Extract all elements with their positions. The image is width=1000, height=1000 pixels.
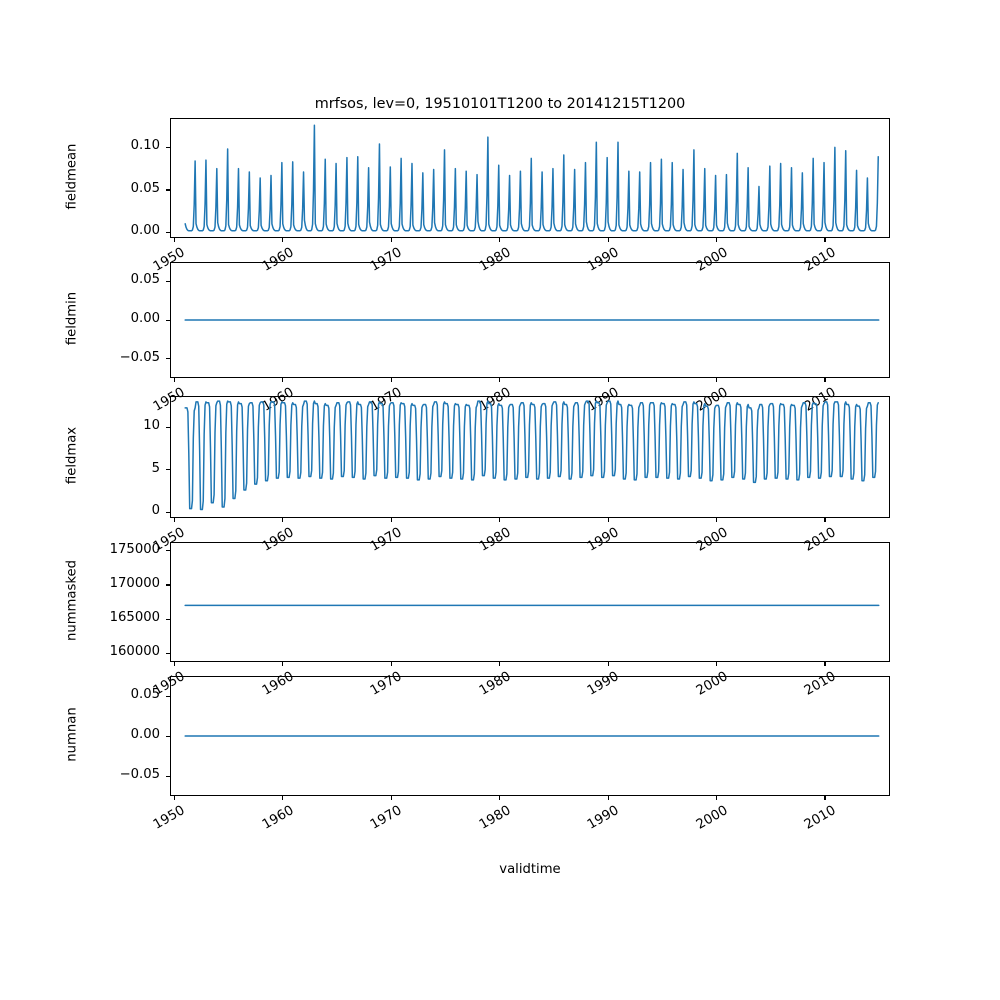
x-tick-mark <box>607 518 609 522</box>
y-tick-label: 160000 <box>109 644 160 660</box>
y-tick-label: 170000 <box>109 575 160 591</box>
y-tick-mark <box>166 469 170 471</box>
y-tick-mark <box>166 280 170 282</box>
x-axis-label: validtime <box>499 862 561 877</box>
x-tick-label: 2010 <box>801 803 839 833</box>
y-tick-mark <box>166 584 170 586</box>
y-tick-label: 5 <box>151 460 160 476</box>
plot-area-fieldmean <box>184 124 879 232</box>
x-tick-mark <box>499 796 501 800</box>
x-tick-mark <box>607 662 609 666</box>
x-tick-mark <box>607 378 609 382</box>
y-tick-label: −0.05 <box>119 767 160 782</box>
x-tick-mark <box>716 378 718 382</box>
y-tick-label: 0.00 <box>130 311 160 326</box>
y-tick-mark <box>166 652 170 654</box>
plot-area-fieldmin <box>184 319 880 321</box>
x-tick-mark <box>390 662 392 666</box>
y-tick-mark <box>166 618 170 620</box>
y-tick-mark <box>166 146 170 148</box>
y-tick-mark <box>166 231 170 234</box>
x-tick-mark <box>390 796 392 800</box>
y-tick-label: 10 <box>143 418 160 434</box>
subplot-numnan <box>170 676 890 796</box>
y-tick-label: 0.05 <box>130 180 160 196</box>
data-line-fieldmax <box>184 400 879 511</box>
x-tick-mark <box>607 238 609 242</box>
x-tick-mark <box>173 238 175 242</box>
x-tick-mark <box>716 238 718 242</box>
x-tick-mark <box>716 662 718 666</box>
x-tick-mark <box>824 796 826 800</box>
x-tick-mark <box>824 238 826 242</box>
y-tick-mark <box>166 319 170 321</box>
y-tick-label: −0.05 <box>119 349 160 365</box>
x-tick-mark <box>499 378 501 382</box>
plot-area-fieldmax <box>184 400 879 511</box>
x-tick-mark <box>390 518 392 522</box>
x-tick-mark <box>173 796 175 800</box>
x-tick-mark <box>282 378 284 382</box>
x-tick-mark <box>824 518 826 522</box>
x-tick-mark <box>716 518 718 522</box>
x-tick-mark <box>282 518 284 522</box>
x-tick-mark <box>716 796 718 800</box>
plot-area-nummasked <box>184 604 880 607</box>
y-tick-label: 0 <box>151 503 160 519</box>
x-tick-mark <box>607 796 609 800</box>
subplot-nummasked <box>170 542 890 662</box>
y-tick-mark <box>166 775 170 777</box>
y-tick-label: 0.05 <box>130 272 160 288</box>
x-tick-mark <box>824 662 826 666</box>
x-tick-mark <box>390 378 392 382</box>
x-tick-mark <box>824 378 826 382</box>
y-tick-mark <box>166 695 170 697</box>
y-tick-mark <box>166 189 170 191</box>
subplot-fieldmax <box>170 396 890 518</box>
x-tick-mark <box>173 662 175 666</box>
x-tick-label: 1980 <box>476 803 514 833</box>
figure-title: mrfsos, lev=0, 19510101T1200 to 20141215… <box>314 96 686 112</box>
y-tick-label: 0.05 <box>130 687 160 702</box>
x-tick-label: 1970 <box>368 803 405 833</box>
y-tick-mark <box>166 358 170 360</box>
x-tick-mark <box>499 662 501 666</box>
y-tick-label: 0.10 <box>130 138 160 154</box>
x-tick-mark <box>282 238 284 242</box>
x-tick-mark <box>173 518 175 522</box>
x-tick-mark <box>390 238 392 242</box>
y-tick-label: 175000 <box>109 541 160 557</box>
data-line-fieldmean <box>184 124 879 232</box>
subplot-fieldmin <box>170 262 890 378</box>
y-tick-mark <box>166 426 170 428</box>
y-tick-label: 165000 <box>109 610 160 626</box>
x-tick-mark <box>282 796 284 800</box>
subplot-fieldmean <box>170 118 890 238</box>
x-tick-mark <box>173 378 175 382</box>
y-tick-mark <box>166 550 170 552</box>
x-tick-label: 1950 <box>151 803 188 833</box>
y-tick-mark <box>166 511 170 513</box>
x-tick-label: 1960 <box>259 803 297 833</box>
x-tick-label: 1990 <box>584 803 622 833</box>
x-tick-mark <box>499 238 501 242</box>
x-tick-mark <box>499 518 501 522</box>
y-tick-mark <box>166 735 170 737</box>
y-tick-label: 0.00 <box>130 727 160 742</box>
x-tick-mark <box>282 662 284 666</box>
y-tick-label: 0.00 <box>130 223 160 239</box>
plot-area-numnan <box>184 735 880 737</box>
x-tick-label: 2000 <box>693 803 730 833</box>
